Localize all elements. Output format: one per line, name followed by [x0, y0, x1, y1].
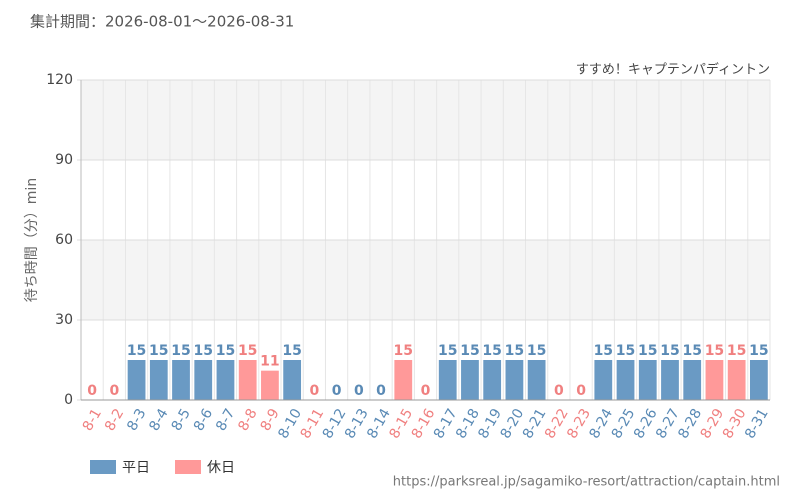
data-label: 15: [216, 343, 235, 359]
data-label: 15: [682, 343, 701, 359]
data-label: 0: [576, 383, 586, 399]
data-label: 15: [193, 343, 212, 359]
data-label: 0: [376, 383, 386, 399]
period-header: 集計期間：2026-08-01～2026-08-31: [30, 13, 294, 31]
bar: [661, 360, 679, 400]
grid-band: [81, 240, 770, 320]
bar: [238, 360, 257, 400]
data-label: 15: [594, 343, 613, 359]
bar: [638, 360, 657, 400]
data-label: 0: [87, 383, 97, 399]
x-tick-label: 8-8: [235, 406, 260, 434]
y-tick-label: 0: [64, 392, 73, 408]
bar: [283, 360, 302, 400]
bar: [505, 360, 524, 400]
y-tick-label: 120: [46, 72, 73, 88]
data-label: 11: [260, 354, 279, 370]
legend-swatch: [90, 460, 116, 474]
bar: [461, 360, 479, 400]
grid-band: [81, 80, 770, 160]
bar: [705, 360, 724, 400]
bar: [438, 360, 457, 400]
bar: [749, 360, 768, 400]
data-label: 15: [505, 343, 524, 359]
data-label: 15: [127, 343, 146, 359]
data-label: 15: [238, 343, 257, 359]
data-label: 15: [660, 343, 679, 359]
data-label: 15: [171, 343, 190, 359]
data-label: 15: [705, 343, 724, 359]
data-label: 0: [354, 383, 364, 399]
x-tick-label: 8-6: [191, 406, 216, 434]
data-label: 15: [438, 343, 457, 359]
data-label: 15: [749, 343, 768, 359]
legend-swatch: [175, 460, 201, 474]
data-label: 0: [309, 383, 319, 399]
legend-label: 休日: [207, 460, 235, 476]
bar: [127, 360, 146, 400]
data-label: 0: [421, 383, 431, 399]
data-label: 15: [282, 343, 301, 359]
bar: [483, 360, 502, 400]
bar: [194, 360, 213, 400]
chart-title: すすめ！キャプテンパディントン: [576, 62, 770, 78]
bar: [216, 360, 235, 400]
y-tick-label: 30: [55, 312, 73, 328]
x-tick-label: 8-1: [80, 406, 105, 434]
x-tick-label: 8-7: [213, 406, 238, 434]
bar: [149, 360, 168, 400]
x-tick-label: 8-31: [742, 406, 772, 442]
x-tick-label: 8-3: [124, 406, 149, 434]
data-label: 15: [394, 343, 413, 359]
source-url: https://parksreal.jp/sagamiko-resort/att…: [393, 475, 780, 490]
x-tick-label: 8-5: [169, 406, 194, 434]
data-label: 15: [460, 343, 479, 359]
data-label: 15: [149, 343, 168, 359]
bar: [394, 360, 413, 400]
data-label: 0: [554, 383, 564, 399]
data-label: 15: [727, 343, 746, 359]
y-tick-label: 60: [55, 232, 73, 248]
y-tick-label: 90: [55, 152, 73, 168]
data-label: 15: [482, 343, 501, 359]
legend-label: 平日: [122, 460, 150, 476]
bar: [616, 360, 635, 400]
bar: [172, 360, 190, 400]
bar: [261, 370, 279, 400]
bar: [683, 360, 702, 400]
bar: [727, 360, 746, 400]
x-tick-label: 8-4: [146, 406, 171, 434]
y-axis-label: 待ち時間（分）min: [24, 178, 40, 302]
bar: [594, 360, 613, 400]
data-label: 15: [638, 343, 657, 359]
data-label: 0: [332, 383, 342, 399]
bar: [527, 360, 546, 400]
x-tick-label: 8-2: [102, 406, 127, 434]
data-label: 15: [616, 343, 635, 359]
data-label: 15: [527, 343, 546, 359]
data-label: 0: [109, 383, 119, 399]
